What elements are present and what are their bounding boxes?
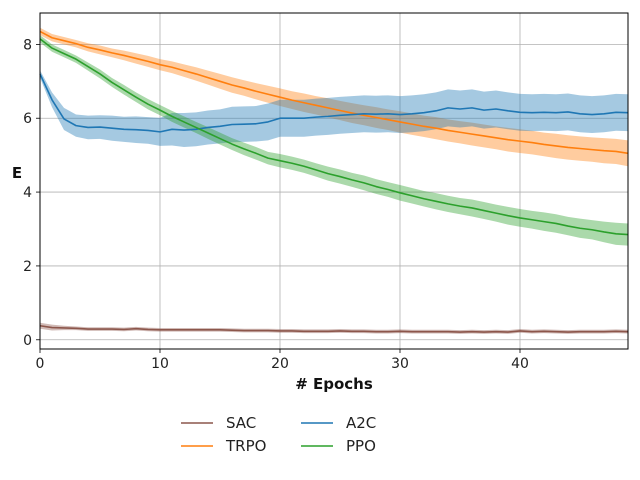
legend: SAC TRPO A2C PPO bbox=[181, 414, 376, 455]
y-axis-ticks: 0 2 4 6 8 bbox=[23, 37, 40, 349]
legend-label: SAC bbox=[226, 414, 256, 432]
grid-lines bbox=[39, 13, 628, 349]
x-axis-label: # Epochs bbox=[295, 375, 373, 393]
legend-item-sac: SAC bbox=[181, 414, 256, 432]
x-tick-label: 40 bbox=[511, 356, 529, 372]
x-tick-label: 30 bbox=[391, 356, 409, 372]
x-axis-ticks: 0 10 20 30 40 bbox=[36, 349, 529, 372]
legend-label: TRPO bbox=[225, 437, 266, 455]
y-tick-label: 2 bbox=[23, 259, 32, 275]
x-tick-label: 10 bbox=[151, 356, 169, 372]
series-lines bbox=[39, 30, 629, 333]
series-line-sac bbox=[39, 324, 629, 333]
legend-item-a2c: A2C bbox=[301, 414, 376, 432]
band-ppo bbox=[40, 35, 628, 246]
x-tick-label: 0 bbox=[36, 356, 45, 372]
y-axis-label: E bbox=[12, 164, 22, 182]
series-line-trpo bbox=[39, 30, 629, 155]
legend-label: A2C bbox=[346, 414, 376, 432]
band-trpo bbox=[40, 27, 628, 167]
plot-frame bbox=[39, 12, 629, 350]
legend-item-trpo: TRPO bbox=[181, 437, 266, 455]
y-tick-label: 0 bbox=[23, 333, 32, 349]
band-sac bbox=[40, 322, 628, 334]
y-tick-label: 6 bbox=[23, 111, 32, 127]
y-tick-label: 8 bbox=[23, 37, 32, 53]
confidence-bands bbox=[40, 27, 628, 334]
y-tick-label: 4 bbox=[23, 185, 32, 201]
legend-item-ppo: PPO bbox=[301, 437, 376, 455]
legend-label: PPO bbox=[346, 437, 376, 455]
x-tick-label: 20 bbox=[271, 356, 289, 372]
series-line-a2c bbox=[39, 73, 629, 133]
series-line-ppo bbox=[39, 38, 629, 236]
